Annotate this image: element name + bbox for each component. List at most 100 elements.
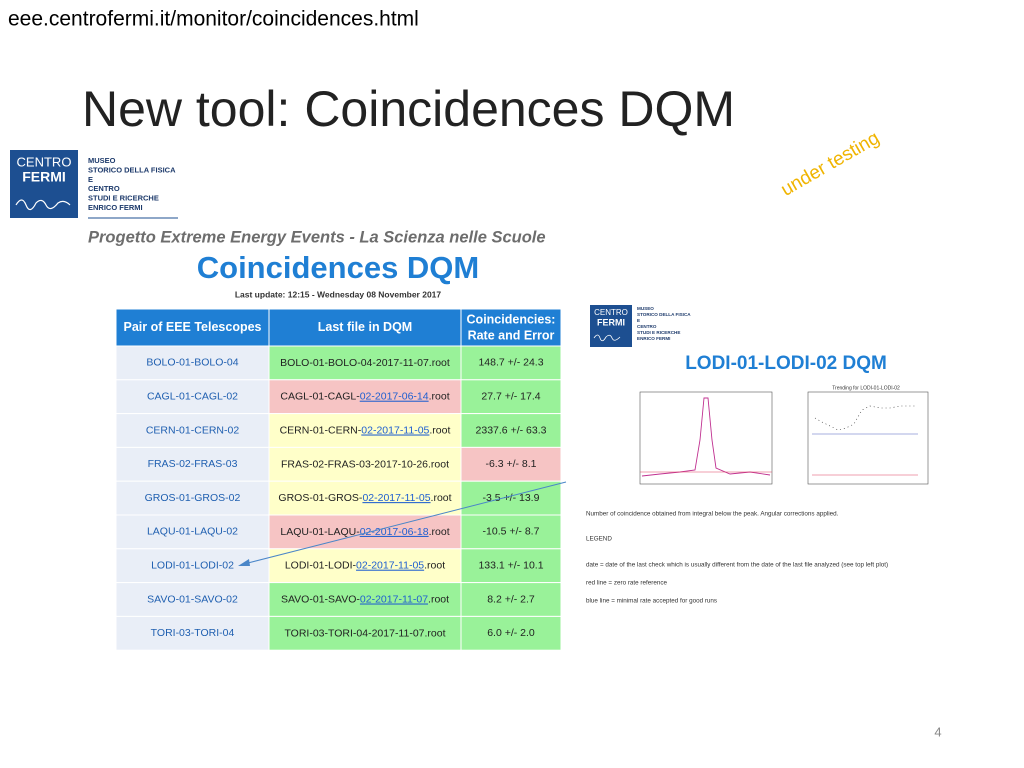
logo-box [590,305,632,347]
rate: -3.5 +/- 13.9 [483,492,540,504]
histogram-plot [639,391,773,485]
logo-box [10,150,78,218]
file-name: GROS-01-GROS-02-2017-11-05.root [278,492,451,504]
logo-line: STUDI E RICERCHE [88,194,159,203]
file-part: CAGL-01-CAGL- [280,390,360,402]
file-part: .root [429,526,450,538]
file-part: .root [431,492,452,504]
last-update: Last update: 12:15 - Wednesday 08 Novemb… [235,289,442,299]
logo-line: STORICO DELLA FISICA [88,165,176,174]
rate: 6.0 +/- 2.0 [487,627,535,639]
file-link: 02-2017-11-07 [360,593,428,605]
pair-name: GROS-01-GROS-02 [145,492,241,504]
table-cell [115,480,270,516]
file-link: 02-2017-11-05 [362,492,430,504]
file-name: SAVO-01-SAVO-02-2017-11-07.root [281,593,449,605]
rate: -6.3 +/- 8.1 [485,458,536,470]
table-cell [460,480,562,516]
pair-name: CERN-01-CERN-02 [146,424,240,436]
note: blue line = minimal rate accepted for go… [586,598,717,605]
logo-line: STUDI E RICERCHE [637,330,680,335]
logo-line: E [637,318,640,323]
note: LEGEND [586,536,612,543]
note: date = date of the last check which is u… [586,562,888,569]
pair-name: LODI-01-LODI-02 [151,559,234,571]
rate: 8.2 +/- 2.7 [487,593,535,605]
file-link: 02-2017-06-18 [360,526,429,538]
header-label: Last file in DQM [318,320,412,334]
trending-plot: Trending for LODI-01-LODI-02 [807,385,929,485]
header-cell [460,308,562,347]
file-name: LAQU-01-LAQU-02-2017-06-18.root [280,526,449,538]
note: Number of coincidence obtained from inte… [586,511,839,518]
logo-line: CENTRO [88,184,120,193]
pair-name: FRAS-02-FRAS-03 [148,458,238,470]
logo-mark: CENTRO [17,154,72,169]
header-label: Pair of EEE Telescopes [123,320,261,334]
table-cell [115,615,270,651]
table-cell [460,615,562,651]
file-link: 02-2017-11-05 [356,559,424,571]
detail-notes: Number of coincidence obtained from inte… [586,511,888,605]
pair-name: CAGL-01-CAGL-02 [147,390,238,402]
logo-line: MUSEO [88,156,116,165]
rate: 148.7 +/- 24.3 [478,357,543,369]
file-name: BOLO-01-BOLO-04-2017-11-07.root [280,357,450,369]
file-part: LAQU-01-LAQU- [280,526,360,538]
file-part: .root [429,390,450,402]
logo-line: ENRICO FERMI [637,336,670,341]
header-label: Coincidencies: [467,312,556,326]
annotation: under testing [778,128,884,201]
table-cell [460,379,562,415]
file-name: TORI-03-TORI-04-2017-11-07.root [284,627,445,639]
logo-mark: FERMI [22,169,66,185]
file-part: FRAS-02-FRAS-03-2017-10-26.root [281,458,449,470]
url: eee.centrofermi.it/monitor/coincidences.… [8,8,419,31]
table-cell [268,480,462,516]
logo-signature [15,199,71,211]
pair-name: SAVO-01-SAVO-02 [147,593,238,605]
file-part: CERN-01-CERN- [280,424,362,436]
header-label: Rate and Error [468,328,555,342]
file-part: TORI-03-TORI-04-2017-11-07.root [284,627,445,639]
page-number: 4 [934,724,941,739]
rate: 2337.6 +/- 63.3 [476,424,547,436]
file-link: 02-2017-06-14 [360,390,429,402]
table-cell [460,446,562,482]
table-cell [460,514,562,550]
rate: 133.1 +/- 10.1 [478,559,543,571]
table-cell [115,379,270,415]
logo-line: CENTRO [637,324,657,329]
logo-line: E [88,175,93,184]
header-cell [115,308,270,347]
logo-mark: CENTRO [594,308,628,317]
project-title: Progetto Extreme Energy Events - La Scie… [88,228,546,246]
table-cell [115,446,270,482]
table-cell [268,413,462,448]
slide-title: New tool: Coincidences DQM [82,81,735,137]
pair-name: LAQU-01-LAQU-02 [147,526,238,538]
pair-name: BOLO-01-BOLO-04 [146,357,238,369]
file-part: SAVO-01-SAVO- [281,593,360,605]
logo-line: STORICO DELLA FISICA [637,312,691,317]
detail-heading: LODI-01-LODI-02 DQM [685,353,887,374]
file-name: FRAS-02-FRAS-03-2017-10-26.root [281,458,449,470]
file-link: 02-2017-11-05 [361,424,429,436]
table-cell [268,345,462,381]
plot-title: Trending for LODI-01-LODI-02 [832,385,900,391]
table-cell [115,514,270,550]
pointer-arrow [243,481,567,565]
logo-mark: FERMI [597,317,625,327]
pair-name: TORI-03-TORI-04 [151,627,235,639]
file-name: LODI-01-LODI-02-2017-11-05.root [285,559,445,571]
file-part: .root [424,559,445,571]
table-cell [268,548,462,584]
file-part: .root [428,593,449,605]
table-cell [460,548,562,584]
file-part: LODI-01-LODI- [285,559,357,571]
table-cell [460,413,562,448]
file-name: CERN-01-CERN-02-2017-11-05.root [280,424,451,436]
